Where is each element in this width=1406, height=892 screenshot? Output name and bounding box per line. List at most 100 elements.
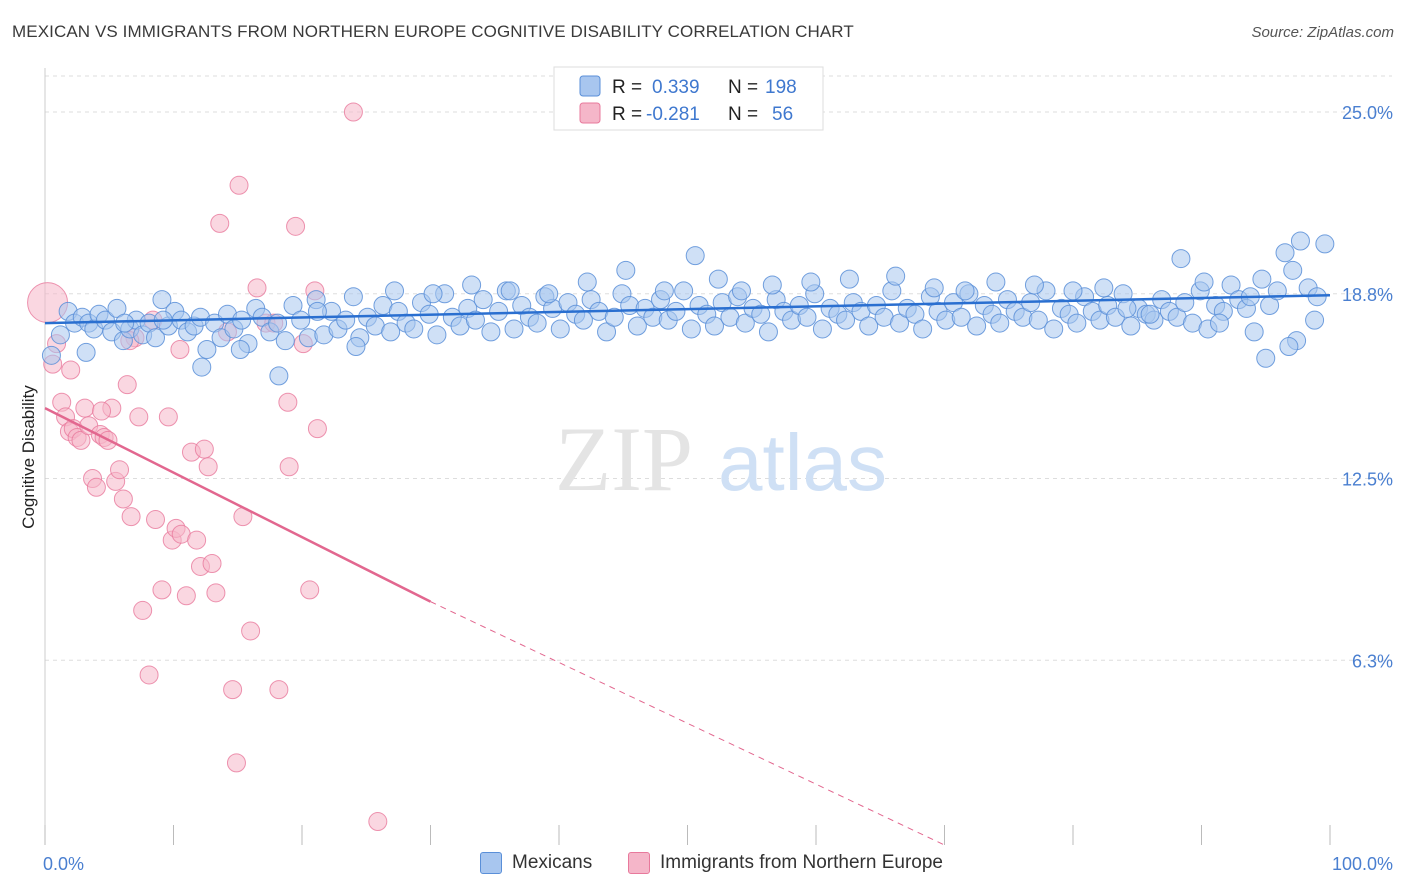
pink-point xyxy=(117,375,137,395)
blue-point xyxy=(990,313,1010,333)
legend-swatch-northern-europe xyxy=(628,852,650,874)
blue-point xyxy=(812,319,832,339)
blue-point xyxy=(836,310,856,330)
pink-point xyxy=(307,419,327,439)
blue-point xyxy=(859,316,879,336)
blue-point xyxy=(681,319,701,339)
blue-point xyxy=(731,281,751,301)
pink-point xyxy=(300,580,320,600)
blue-point xyxy=(152,290,172,310)
blue-point xyxy=(890,313,910,333)
pink-point xyxy=(368,812,388,832)
legend-r-label-1: R = xyxy=(612,77,642,98)
blue-point xyxy=(685,246,705,266)
legend-n-label-2: N = xyxy=(728,104,758,125)
legend-n-label-1: N = xyxy=(728,77,758,98)
pink-point xyxy=(152,580,172,600)
blue-point xyxy=(1044,319,1064,339)
pink-point xyxy=(176,586,196,606)
blue-point xyxy=(1305,310,1325,330)
blue-point xyxy=(283,295,303,315)
blue-point xyxy=(604,307,624,327)
blue-point xyxy=(539,284,559,304)
blue-point xyxy=(666,301,686,321)
blue-point xyxy=(886,266,906,286)
blue-point xyxy=(1140,304,1160,324)
pink-point xyxy=(241,621,261,641)
legend-n-value-2: 56 xyxy=(772,104,793,125)
source-label: Source: ZipAtlas.com xyxy=(1251,24,1394,41)
y-axis-title: Cognitive Disability xyxy=(19,385,38,529)
blue-point xyxy=(465,310,485,330)
blue-point xyxy=(50,325,70,345)
pink-point xyxy=(75,398,95,418)
legend-swatch-mexicans xyxy=(480,852,502,874)
pink-point xyxy=(121,507,141,527)
pink-point xyxy=(71,430,91,450)
pink-point xyxy=(110,460,130,480)
blue-point xyxy=(1175,293,1195,313)
blue-point xyxy=(627,316,647,336)
pink-point xyxy=(278,392,298,412)
pink-point xyxy=(61,360,81,380)
x-tick-label-end: 100.0% xyxy=(1332,854,1393,874)
blue-point xyxy=(192,357,212,377)
blue-point xyxy=(489,301,509,321)
blue-point xyxy=(951,307,971,327)
pink-point xyxy=(202,554,222,574)
blue-point xyxy=(1024,275,1044,295)
pink-point xyxy=(279,457,299,477)
blue-series-points xyxy=(41,231,1335,386)
pink-point xyxy=(226,753,246,773)
blue-point xyxy=(115,313,135,333)
blue-point xyxy=(1275,243,1295,263)
legend-item-northern-europe: Immigrants from Northern Europe xyxy=(628,852,943,874)
blue-point xyxy=(385,281,405,301)
pink-point xyxy=(210,213,230,233)
blue-point xyxy=(41,345,61,365)
pink-point xyxy=(133,600,153,620)
watermark: ZIP atlas xyxy=(555,408,887,510)
blue-point xyxy=(986,272,1006,292)
blue-point xyxy=(597,322,617,342)
blue-point xyxy=(107,298,127,318)
blue-point xyxy=(936,310,956,330)
blue-point xyxy=(1256,348,1276,368)
blue-point xyxy=(291,310,311,330)
blue-point xyxy=(343,287,363,307)
blue-point xyxy=(1290,231,1310,251)
y-tick-label: 25.0% xyxy=(1342,103,1393,123)
pink-point xyxy=(286,216,306,236)
blue-point xyxy=(967,316,987,336)
watermark-zip: ZIP xyxy=(555,408,693,510)
trend-line-northern-europe xyxy=(44,407,432,603)
blue-point xyxy=(346,337,366,357)
blue-point xyxy=(275,331,295,351)
blue-point xyxy=(298,328,318,348)
pink-point xyxy=(206,583,226,603)
blue-point xyxy=(146,328,166,348)
blue-point xyxy=(336,310,356,330)
blue-point xyxy=(654,281,674,301)
pink-point xyxy=(158,407,178,427)
trend-lines xyxy=(44,293,1331,846)
blue-point xyxy=(427,325,447,345)
blue-point xyxy=(230,339,250,359)
y-axis-labels: 6.3% 12.5% 18.8% 25.0% xyxy=(1342,103,1393,671)
blue-point xyxy=(924,278,944,298)
pink-point xyxy=(187,530,207,550)
blue-point xyxy=(1252,269,1272,289)
pink-point xyxy=(223,680,243,700)
blue-point xyxy=(381,322,401,342)
y-tick-label: 6.3% xyxy=(1352,651,1393,671)
pink-point xyxy=(92,401,112,421)
blue-point xyxy=(481,322,501,342)
blue-point xyxy=(1171,249,1191,269)
blue-point xyxy=(1221,275,1241,295)
pink-point xyxy=(170,339,190,359)
pink-point xyxy=(129,407,149,427)
legend-label-northern-europe: Immigrants from Northern Europe xyxy=(660,852,943,873)
blue-point xyxy=(797,307,817,327)
legend-r-value-2: -0.281 xyxy=(646,104,700,125)
